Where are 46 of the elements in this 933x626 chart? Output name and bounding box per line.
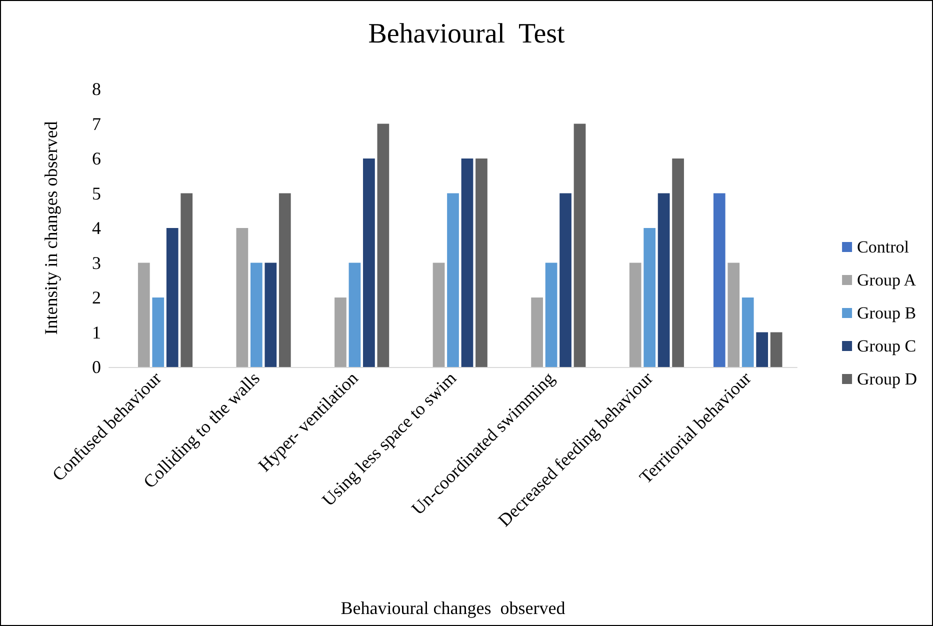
bar [713,193,726,367]
legend-label: Group D [857,370,918,388]
bar [166,228,178,367]
y-tick-label: 2 [92,288,101,308]
bar [264,262,277,367]
bar [377,124,390,367]
bar [363,158,375,367]
bar [476,158,488,367]
y-tick-label: 4 [92,218,101,238]
bar [250,262,262,367]
x-axis-title: Behavioural changes observed [340,598,566,618]
bar [236,228,248,367]
legend-label: Group C [857,336,916,356]
y-tick-label: 5 [92,183,101,204]
bar [138,262,150,367]
legend-label: Group B [857,304,916,322]
bar [644,228,656,367]
bar [461,158,474,367]
bar [447,193,459,367]
bar [545,262,558,367]
bar [728,262,740,367]
chart-title: Behavioural Test [368,18,566,50]
bar [278,193,291,367]
bar [531,298,543,367]
bar [658,193,670,367]
bar [574,124,586,367]
y-tick-label: 3 [92,252,101,273]
legend-label: Control [857,238,910,256]
bar [432,262,445,367]
y-tick-label: 1 [92,322,101,342]
bar [672,158,684,367]
bar [560,193,572,367]
y-axis-title: Intensity in changes observed [41,121,61,335]
y-tick-label: 0 [92,357,101,377]
legend-label: Group A [857,270,917,290]
y-tick-label: 8 [92,79,101,99]
bar [152,298,164,367]
y-tick-label: 6 [92,148,101,168]
bar [334,298,346,367]
bar [770,332,782,367]
bar [180,193,193,367]
bar [756,332,768,367]
bar [629,262,642,367]
bar [742,298,754,367]
bar [348,262,361,367]
y-tick-label: 7 [92,114,101,134]
